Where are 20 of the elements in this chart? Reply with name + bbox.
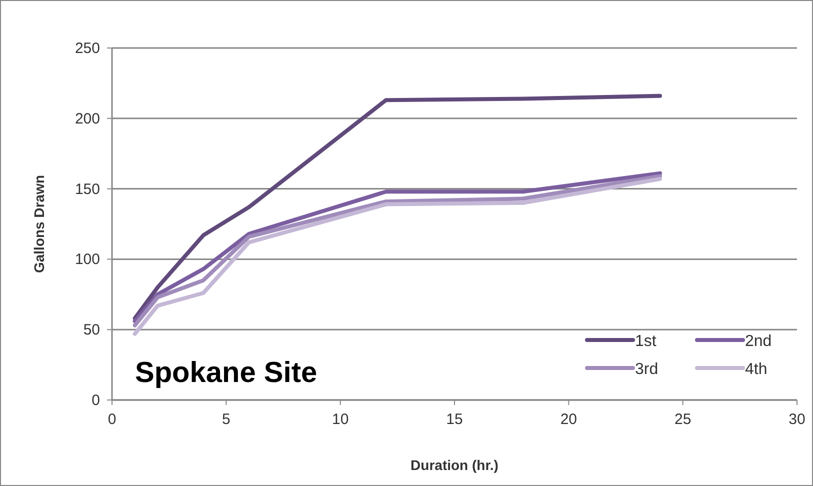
x-tick-label: 20 (560, 411, 578, 428)
x-tick-label: 30 (788, 411, 806, 428)
y-tick-label: 50 (83, 322, 100, 339)
annotation: Spokane Site (135, 357, 318, 389)
x-tick-label: 25 (674, 411, 692, 428)
y-axis-title: Gallons Drawn (31, 174, 47, 274)
legend-label: 3rd (635, 361, 658, 378)
x-tick-label: 5 (222, 411, 230, 428)
legend-label: 1st (635, 333, 657, 350)
x-tick-label: 10 (332, 411, 349, 428)
y-tick-label: 150 (74, 180, 100, 198)
y-tick-label: 200 (74, 110, 100, 128)
legend-label: 4th (745, 361, 768, 378)
x-tick-label: 0 (108, 411, 116, 428)
y-tick-label: 100 (74, 251, 100, 268)
y-tick-label: 0 (92, 392, 100, 409)
legend-label: 2nd (745, 333, 772, 350)
x-tick-label: 15 (446, 411, 463, 428)
y-tick-label: 250 (74, 40, 100, 57)
x-axis-title: Duration (hr.) (410, 457, 498, 473)
